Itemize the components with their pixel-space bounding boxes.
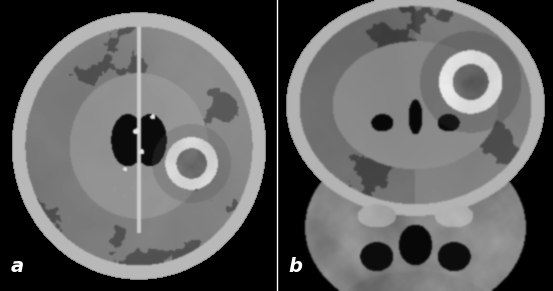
Text: a: a	[11, 258, 24, 276]
Text: b: b	[288, 258, 302, 276]
